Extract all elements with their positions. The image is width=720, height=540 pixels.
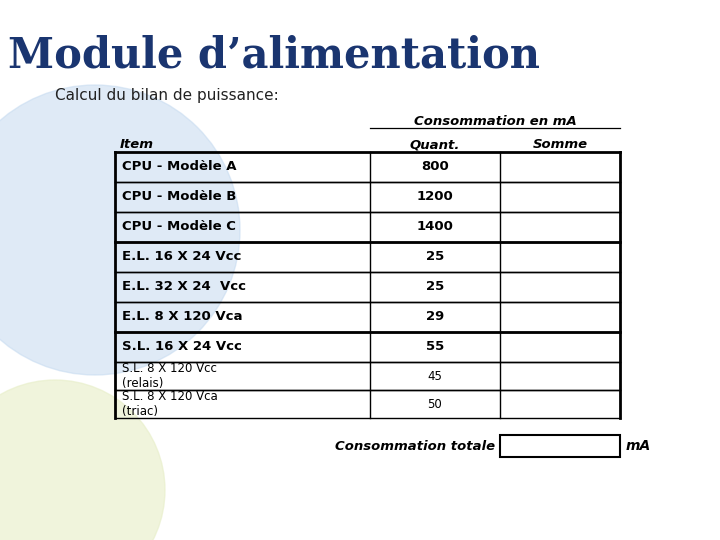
Text: 45: 45 xyxy=(428,369,442,382)
Text: Module d’alimentation: Module d’alimentation xyxy=(8,35,540,77)
Text: Quant.: Quant. xyxy=(410,138,460,151)
Text: 25: 25 xyxy=(426,251,444,264)
Text: E.L. 32 X 24  Vcc: E.L. 32 X 24 Vcc xyxy=(122,280,246,294)
Text: S.L. 8 X 120 Vcc
(relais): S.L. 8 X 120 Vcc (relais) xyxy=(122,362,217,389)
Text: CPU - Modèle B: CPU - Modèle B xyxy=(122,191,236,204)
Text: S.L. 8 X 120 Vca
(triac): S.L. 8 X 120 Vca (triac) xyxy=(122,390,217,417)
Text: 29: 29 xyxy=(426,310,444,323)
Text: Item: Item xyxy=(120,138,154,151)
Text: 800: 800 xyxy=(421,160,449,173)
Text: 50: 50 xyxy=(428,397,442,410)
Text: 25: 25 xyxy=(426,280,444,294)
Bar xyxy=(500,435,620,457)
Text: Calcul du bilan de puissance:: Calcul du bilan de puissance: xyxy=(55,88,279,103)
Text: Consommation en mA: Consommation en mA xyxy=(413,115,577,128)
Text: E.L. 16 X 24 Vcc: E.L. 16 X 24 Vcc xyxy=(122,251,241,264)
Text: 1200: 1200 xyxy=(417,191,454,204)
Text: S.L. 16 X 24 Vcc: S.L. 16 X 24 Vcc xyxy=(122,341,242,354)
Text: E.L. 8 X 120 Vca: E.L. 8 X 120 Vca xyxy=(122,310,243,323)
Text: 1400: 1400 xyxy=(417,220,454,233)
Text: CPU - Modèle A: CPU - Modèle A xyxy=(122,160,236,173)
Text: 55: 55 xyxy=(426,341,444,354)
Text: Consommation totale: Consommation totale xyxy=(335,440,495,453)
Circle shape xyxy=(0,85,240,375)
Circle shape xyxy=(0,380,165,540)
Text: Somme: Somme xyxy=(532,138,588,151)
Text: CPU - Modèle C: CPU - Modèle C xyxy=(122,220,236,233)
Text: mA: mA xyxy=(626,439,652,453)
